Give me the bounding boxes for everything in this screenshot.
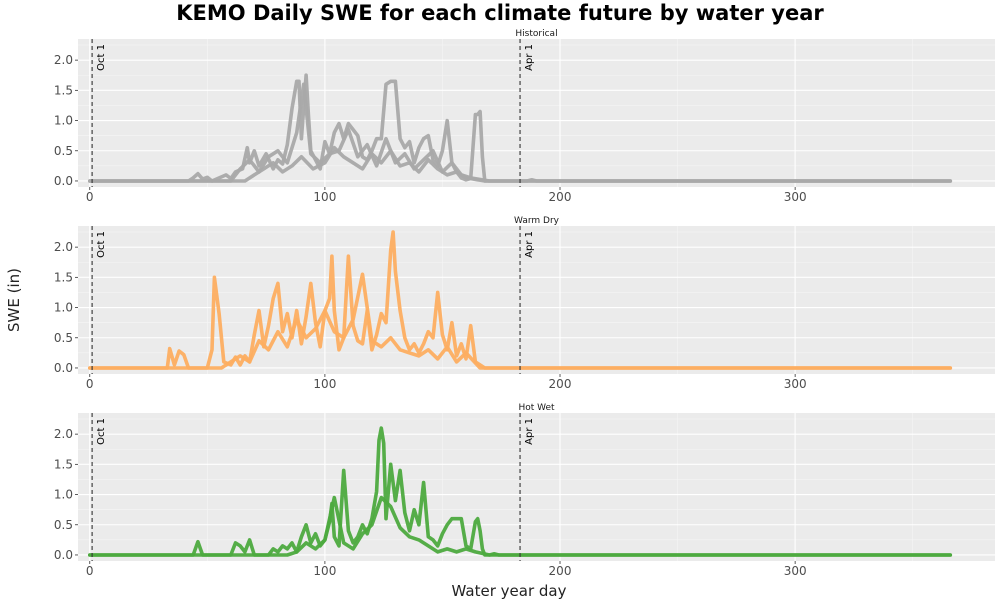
swe-series-line	[88, 426, 953, 557]
x-tick-label: 200	[549, 564, 572, 578]
y-tick-label: 2.0	[54, 240, 73, 254]
y-tick-label: 0.0	[54, 174, 73, 188]
swe-series-line	[88, 495, 953, 557]
y-tick-label: 1.5	[54, 457, 73, 471]
panel-background	[78, 226, 995, 374]
panel-background	[78, 413, 995, 561]
y-tick-label: 0.0	[54, 361, 73, 375]
y-tick-label: 1.0	[54, 488, 73, 502]
swe-series-line	[88, 82, 953, 183]
y-tick-label: 2.0	[54, 427, 73, 441]
x-tick-label: 100	[313, 564, 336, 578]
x-tick-label: 0	[86, 564, 94, 578]
reference-line-label: Apr 1	[524, 44, 535, 71]
x-tick-label: 200	[549, 190, 572, 204]
chart-title: KEMO Daily SWE for each climate future b…	[176, 1, 824, 25]
y-tick-label: 1.0	[54, 301, 73, 315]
swe-series-line	[88, 272, 953, 370]
x-tick-label: 100	[313, 190, 336, 204]
x-tick-label: 300	[784, 377, 807, 391]
y-tick-label: 1.0	[54, 114, 73, 128]
y-tick-label: 2.0	[54, 53, 73, 67]
y-tick-label: 1.5	[54, 83, 73, 97]
y-tick-label: 0.5	[54, 518, 73, 532]
x-tick-label: 300	[784, 190, 807, 204]
reference-line-label: Apr 1	[524, 231, 535, 258]
x-tick-label: 300	[784, 564, 807, 578]
panel-strip-label: Historical	[515, 29, 557, 39]
x-tick-label: 100	[313, 377, 336, 391]
x-tick-label: 0	[86, 190, 94, 204]
y-tick-label: 0.5	[54, 331, 73, 345]
panel-background	[78, 39, 995, 187]
swe-series-line	[88, 145, 953, 183]
x-tick-label: 200	[549, 377, 572, 391]
x-axis-label: Water year day	[451, 582, 567, 600]
reference-line-label: Apr 1	[524, 418, 535, 445]
reference-line-label: Oct 1	[96, 44, 107, 71]
y-tick-label: 0.5	[54, 144, 73, 158]
panel-strip-label: Hot Wet	[518, 403, 555, 413]
panel-strip-label: Warm Dry	[514, 216, 560, 226]
x-tick-label: 0	[86, 377, 94, 391]
reference-line-label: Oct 1	[96, 231, 107, 258]
reference-line-label: Oct 1	[96, 418, 107, 445]
y-tick-label: 1.5	[54, 270, 73, 284]
y-tick-label: 0.0	[54, 548, 73, 562]
